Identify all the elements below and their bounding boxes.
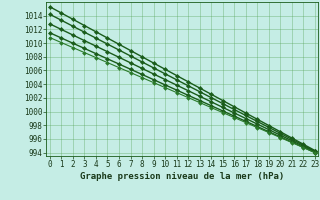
X-axis label: Graphe pression niveau de la mer (hPa): Graphe pression niveau de la mer (hPa) bbox=[80, 172, 284, 181]
